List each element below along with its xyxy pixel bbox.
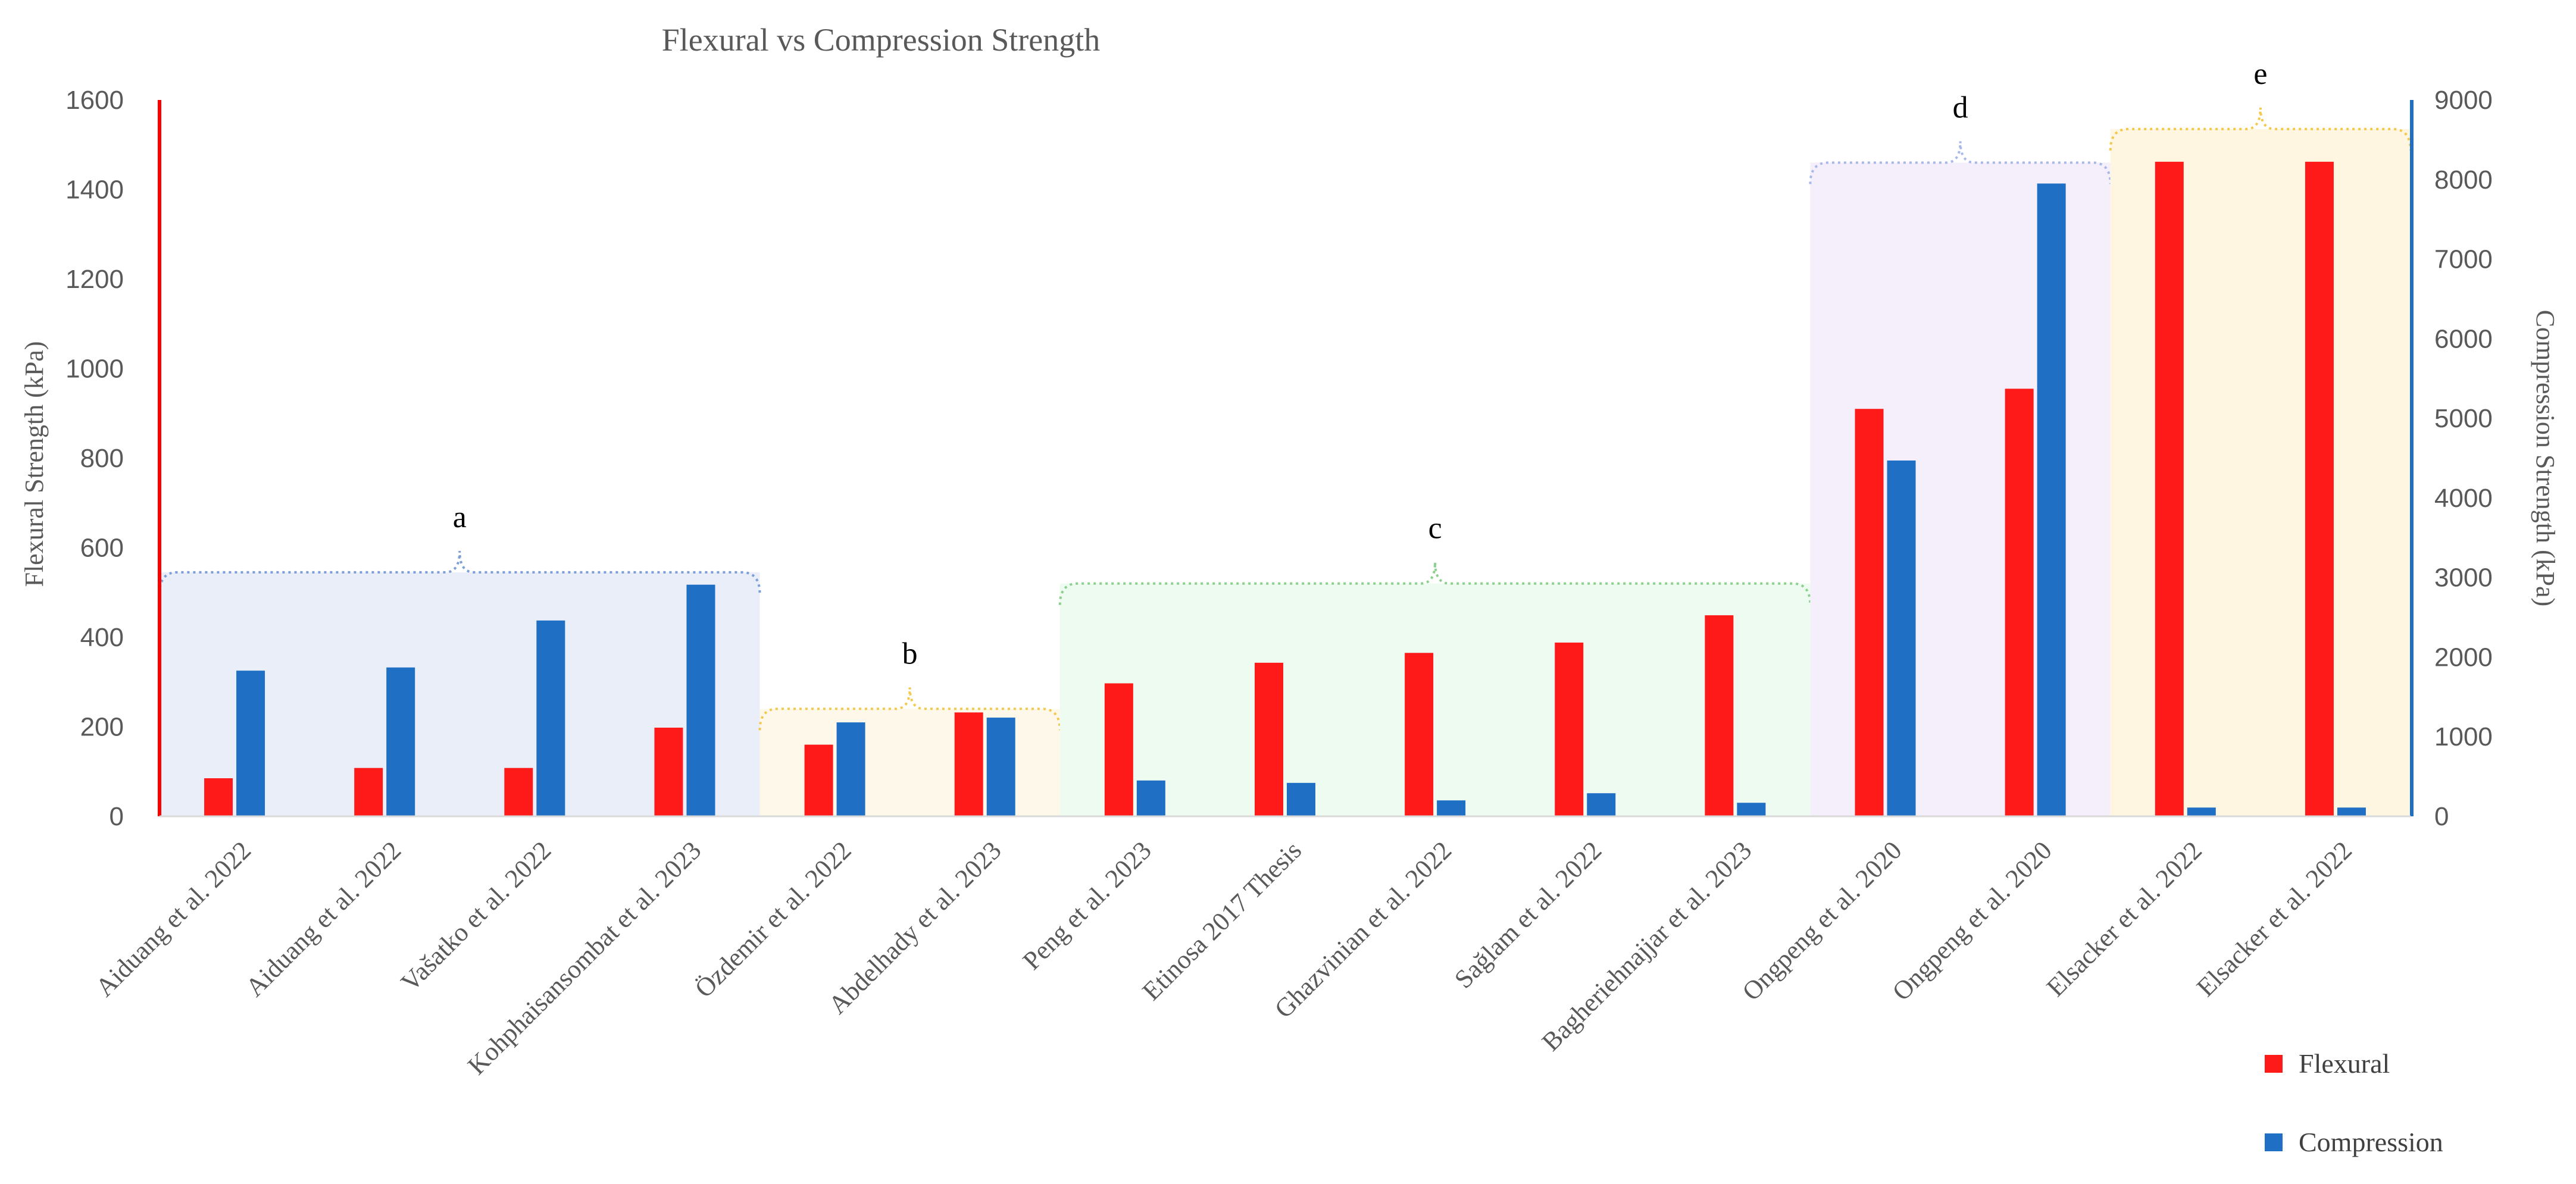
y-tick-right: 3000 xyxy=(2434,563,2493,593)
y-tick-left: 1400 xyxy=(65,176,124,205)
x-tick-label: Vašatko et al. 2022 xyxy=(395,835,557,997)
bar-flexural xyxy=(1555,643,1584,816)
bar-flexural xyxy=(354,768,383,816)
y-tick-left: 200 xyxy=(80,713,124,742)
x-tick-label: Abdelhady et al. 2023 xyxy=(823,835,1006,1019)
bar-compression xyxy=(836,722,865,816)
bar-flexural xyxy=(504,768,533,816)
bar-flexural xyxy=(954,712,983,816)
y-tick-right: 5000 xyxy=(2434,404,2493,433)
bar-compression xyxy=(1437,800,1466,816)
bar-compression xyxy=(1887,461,1916,816)
bar-compression xyxy=(536,620,565,816)
y-tick-left: 1000 xyxy=(65,355,124,384)
legend-swatch-compression xyxy=(2265,1133,2283,1151)
bar-compression xyxy=(2337,807,2366,816)
group-brace-c xyxy=(1058,562,1812,605)
y-tick-left: 600 xyxy=(80,534,124,563)
y-tick-right: 0 xyxy=(2434,802,2449,831)
x-tick-label: Etinosa 2017 Thesis xyxy=(1137,835,1307,1006)
y-tick-left: 1200 xyxy=(65,265,124,294)
y-tick-right: 6000 xyxy=(2434,324,2493,353)
y-tick-right: 9000 xyxy=(2434,86,2493,115)
bar-flexural xyxy=(2155,161,2184,817)
x-tick-label: Aiduang et al. 2022 xyxy=(240,835,407,1002)
bar-compression xyxy=(986,718,1015,816)
group-region-c xyxy=(1059,583,1811,816)
group-regions xyxy=(158,107,2412,817)
x-tick-label: Elsacker et al. 2022 xyxy=(2191,835,2358,1002)
bar-compression xyxy=(686,584,715,816)
x-tick-label: Özdemir et al. 2022 xyxy=(689,835,857,1003)
bar-flexural xyxy=(2305,161,2334,817)
legend-label-flexural: Flexural xyxy=(2299,1048,2390,1079)
bar-compression xyxy=(2037,183,2066,816)
x-tick-label: Ongpeng et al. 2020 xyxy=(1737,835,1908,1006)
bar-compression xyxy=(236,671,265,816)
bar-flexural xyxy=(1855,409,1884,816)
bar-compression xyxy=(1136,780,1165,816)
bar-compression xyxy=(1737,803,1766,816)
chart-title: Flexural vs Compression Strength xyxy=(662,22,1100,58)
y-axis-title-right: Compression Strength (kPa) xyxy=(2531,310,2560,607)
y-tick-right: 8000 xyxy=(2434,165,2493,195)
group-brace-b xyxy=(758,687,1061,731)
group-label-c: c xyxy=(1428,512,1442,546)
legend: Flexural Compression xyxy=(2265,1048,2443,1157)
group-label-b: b xyxy=(902,637,918,671)
group-label-e: e xyxy=(2253,57,2267,91)
group-brace-e xyxy=(2109,107,2412,151)
y-tick-left: 800 xyxy=(80,444,124,473)
bar-compression xyxy=(386,667,415,816)
y-tick-left: 400 xyxy=(80,623,124,652)
bar-layer xyxy=(204,161,2366,817)
legend-swatch-flexural xyxy=(2265,1055,2283,1073)
y-tick-right: 7000 xyxy=(2434,245,2493,274)
bar-flexural xyxy=(1405,653,1434,816)
y-tick-right: 2000 xyxy=(2434,643,2493,672)
group-brace-a xyxy=(158,550,761,594)
y-tick-left: 1600 xyxy=(65,86,124,115)
group-brace-d xyxy=(1809,141,2112,184)
group-label-a: a xyxy=(453,500,467,534)
bar-flexural xyxy=(1705,615,1734,816)
bar-flexural xyxy=(804,744,833,816)
bar-flexural xyxy=(204,778,233,816)
bar-flexural xyxy=(2005,389,2034,816)
x-tick-label: Elsacker et al. 2022 xyxy=(2041,835,2208,1002)
y-axis-title-left: Flexural Strength (kPa) xyxy=(20,341,49,587)
bar-flexural xyxy=(654,728,683,816)
bar-flexural xyxy=(1255,662,1283,816)
x-tick-label: Ongpeng et al. 2020 xyxy=(1887,835,2058,1006)
axes xyxy=(158,100,2414,817)
x-tick-label: Aiduang et al. 2022 xyxy=(90,835,257,1002)
y-tick-left: 0 xyxy=(110,802,124,831)
bar-compression xyxy=(2187,807,2216,816)
bar-compression xyxy=(1287,782,1315,816)
bar-compression xyxy=(1587,793,1616,816)
y-tick-right: 1000 xyxy=(2434,722,2493,751)
group-label-d: d xyxy=(1953,90,1968,124)
legend-label-compression: Compression xyxy=(2299,1127,2443,1157)
x-tick-label: Sağlam et al. 2022 xyxy=(1449,835,1607,994)
y-tick-right: 4000 xyxy=(2434,484,2493,513)
bar-flexural xyxy=(1104,683,1133,816)
x-tick-label: Peng et al. 2023 xyxy=(1017,835,1157,975)
